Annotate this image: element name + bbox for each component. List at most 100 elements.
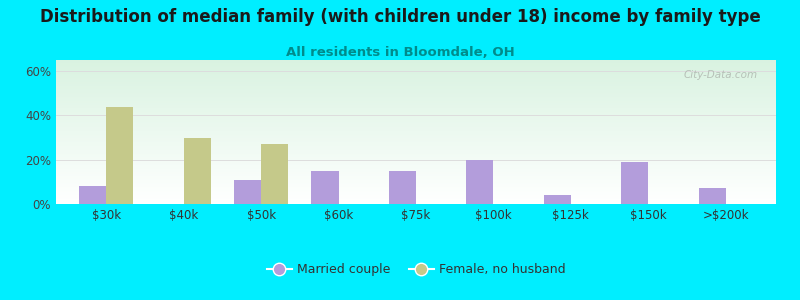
Bar xyxy=(56,66,776,67)
Bar xyxy=(56,187,776,188)
Legend: Married couple, Female, no husband: Married couple, Female, no husband xyxy=(262,258,570,281)
Bar xyxy=(56,165,776,166)
Bar xyxy=(56,139,776,140)
Bar xyxy=(56,91,776,92)
Bar xyxy=(56,148,776,149)
Bar xyxy=(56,182,776,183)
Bar xyxy=(56,194,776,195)
Bar xyxy=(311,171,338,204)
Bar xyxy=(56,112,776,113)
Bar xyxy=(56,164,776,165)
Bar xyxy=(56,193,776,194)
Bar xyxy=(56,73,776,74)
Bar xyxy=(56,151,776,152)
Bar xyxy=(56,105,776,106)
Bar xyxy=(56,161,776,162)
Bar xyxy=(234,180,261,204)
Bar xyxy=(79,186,106,204)
Bar xyxy=(56,201,776,202)
Bar xyxy=(56,67,776,68)
Bar xyxy=(56,200,776,201)
Bar xyxy=(56,110,776,111)
Bar xyxy=(56,75,776,76)
Bar xyxy=(56,80,776,81)
Bar xyxy=(56,113,776,114)
Bar xyxy=(56,115,776,116)
Bar xyxy=(56,76,776,77)
Bar xyxy=(56,69,776,70)
Bar xyxy=(56,107,776,108)
Bar xyxy=(56,125,776,126)
Bar xyxy=(56,89,776,90)
Bar xyxy=(56,173,776,174)
Bar xyxy=(56,181,776,182)
Bar xyxy=(56,183,776,184)
Bar xyxy=(56,184,776,185)
Bar xyxy=(56,134,776,135)
Bar xyxy=(56,68,776,69)
Bar xyxy=(56,72,776,73)
Bar xyxy=(56,189,776,190)
Bar xyxy=(56,197,776,198)
Bar xyxy=(56,190,776,191)
Bar xyxy=(56,157,776,158)
Bar xyxy=(56,186,776,187)
Bar xyxy=(56,146,776,147)
Bar xyxy=(56,120,776,121)
Bar xyxy=(56,185,776,186)
Bar xyxy=(56,198,776,199)
Text: All residents in Bloomdale, OH: All residents in Bloomdale, OH xyxy=(286,46,514,59)
Bar xyxy=(56,106,776,107)
Bar xyxy=(56,87,776,88)
Bar xyxy=(56,162,776,163)
Bar xyxy=(56,117,776,118)
Bar xyxy=(56,118,776,119)
Bar xyxy=(56,159,776,160)
Bar xyxy=(56,86,776,87)
Bar xyxy=(56,99,776,100)
Bar xyxy=(184,137,211,204)
Bar xyxy=(56,155,776,156)
Bar xyxy=(56,172,776,173)
Bar xyxy=(56,169,776,170)
Bar xyxy=(56,171,776,172)
Bar xyxy=(56,160,776,161)
Bar xyxy=(56,78,776,79)
Bar xyxy=(56,147,776,148)
Bar xyxy=(56,142,776,143)
Bar xyxy=(56,176,776,177)
Bar xyxy=(56,203,776,204)
Bar xyxy=(56,94,776,95)
Bar xyxy=(56,124,776,125)
Bar xyxy=(56,62,776,63)
Bar xyxy=(56,178,776,179)
Bar xyxy=(56,153,776,154)
Bar xyxy=(56,196,776,197)
Bar xyxy=(56,156,776,157)
Bar xyxy=(56,83,776,84)
Bar xyxy=(56,100,776,101)
Bar xyxy=(56,141,776,142)
Bar xyxy=(56,163,776,164)
Bar xyxy=(56,84,776,85)
Text: Distribution of median family (with children under 18) income by family type: Distribution of median family (with chil… xyxy=(40,8,760,26)
Bar xyxy=(56,177,776,178)
Bar xyxy=(56,199,776,200)
Bar xyxy=(56,97,776,98)
Bar xyxy=(56,128,776,129)
Bar xyxy=(56,188,776,189)
Bar xyxy=(56,85,776,86)
Bar xyxy=(56,138,776,139)
Bar xyxy=(56,109,776,110)
Bar xyxy=(56,133,776,134)
Bar xyxy=(56,158,776,159)
Bar xyxy=(56,102,776,103)
Bar xyxy=(56,116,776,117)
Bar xyxy=(56,74,776,75)
Bar xyxy=(56,92,776,93)
Bar xyxy=(56,103,776,104)
Bar xyxy=(56,119,776,120)
Bar xyxy=(56,179,776,180)
Bar xyxy=(56,121,776,122)
Bar xyxy=(56,175,776,176)
